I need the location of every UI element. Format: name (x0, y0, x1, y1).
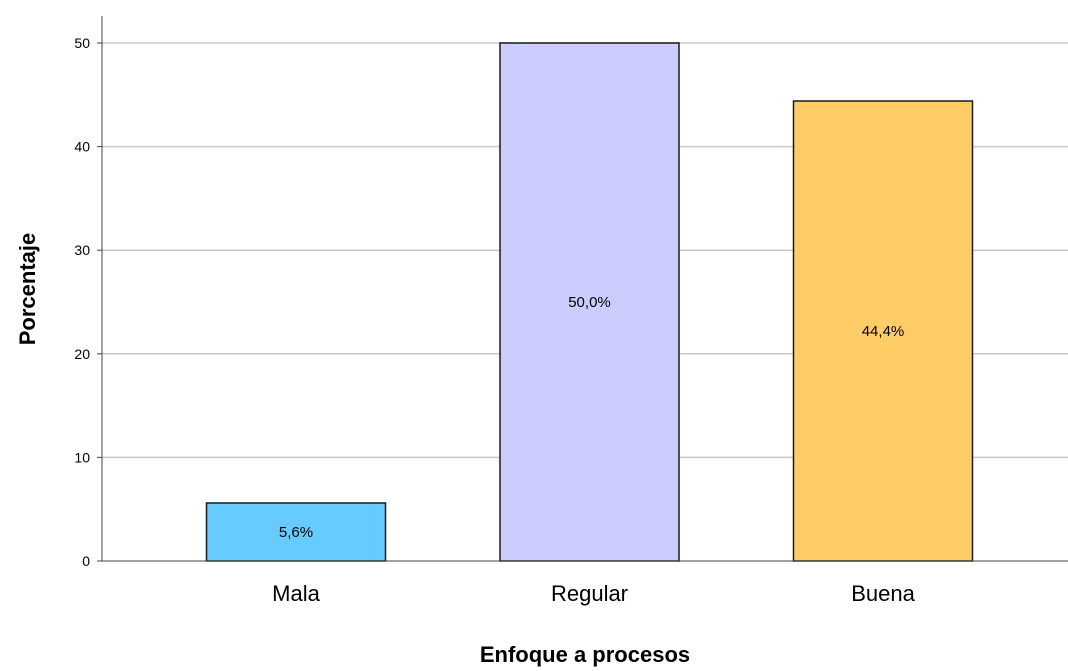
y-tick-label: 20 (74, 346, 90, 362)
x-tick-label: Mala (272, 581, 320, 606)
x-tick-labels: Mala Regular Buena (272, 581, 915, 606)
y-tick-labels: 0 10 20 30 40 50 (74, 35, 102, 569)
bars (205, 42, 974, 562)
bar-regular (499, 42, 680, 562)
y-tick-label: 10 (74, 449, 90, 465)
y-tick-label: 30 (74, 242, 90, 258)
bar-mala (205, 502, 387, 562)
data-labels: 5,6% 50,0% 44,4% (279, 294, 904, 541)
y-tick-label: 40 (74, 139, 90, 155)
data-label: 50,0% (568, 294, 611, 311)
data-label: 44,4% (862, 323, 905, 340)
x-tick-label: Regular (551, 581, 628, 606)
y-tick-label: 50 (74, 35, 90, 51)
y-axis-title: Porcentaje (15, 233, 40, 346)
x-tick-label: Buena (851, 581, 915, 606)
x-axis-title: Enfoque a procesos (480, 642, 690, 667)
bar-buena (792, 100, 974, 562)
y-tick-label: 0 (82, 553, 90, 569)
data-label: 5,6% (279, 524, 313, 541)
